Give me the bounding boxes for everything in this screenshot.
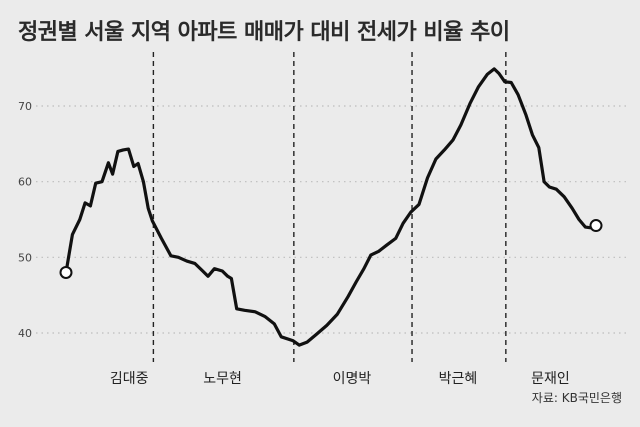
era-label: 이명박 — [333, 371, 372, 387]
y-tick-label: 70 — [18, 100, 32, 113]
era-label: 박근혜 — [439, 371, 478, 387]
y-tick-label: 50 — [18, 251, 32, 264]
era-label: 문재인 — [531, 371, 570, 387]
era-dividers — [152, 52, 507, 362]
y-tick-label: 60 — [18, 176, 32, 189]
era-label: 김대중 — [110, 371, 149, 387]
grid-layer — [36, 105, 628, 334]
series-layer — [59, 67, 603, 347]
series-line — [64, 67, 598, 347]
y-tick-label: 40 — [18, 327, 32, 340]
era-label: 노무현 — [203, 371, 242, 387]
source-note: 자료: KB국민은행 — [531, 391, 622, 405]
start-point-marker — [59, 265, 73, 279]
labels-layer: 40 50 60 70 김대중 노무현 이명박 박근혜 문재인 — [18, 100, 570, 387]
chart-title: 정권별 서울 지역 아파트 매매가 대비 전세가 비율 추이 — [18, 20, 510, 45]
end-point-marker — [589, 219, 603, 233]
